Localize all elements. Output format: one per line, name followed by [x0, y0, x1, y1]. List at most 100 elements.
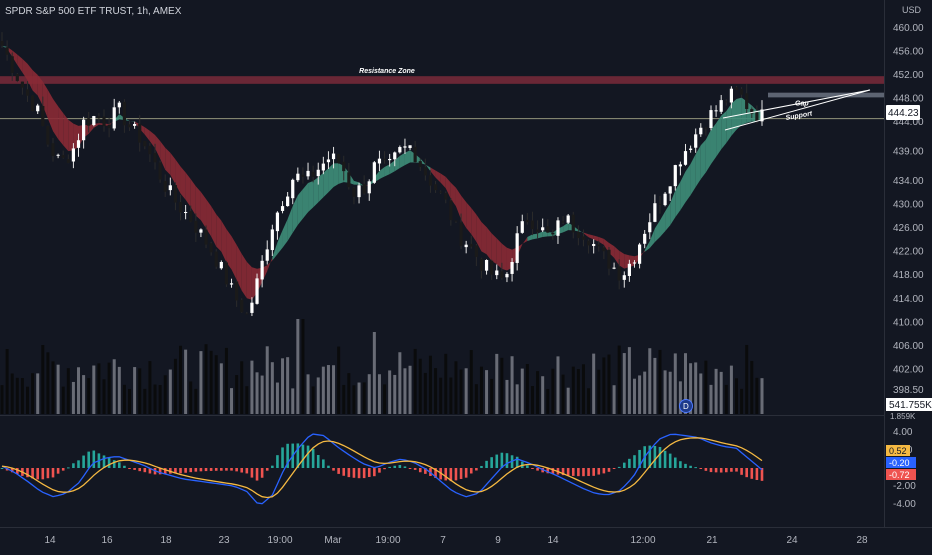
macd-histogram-bar: [500, 452, 504, 468]
ribbon-segment: [333, 163, 339, 188]
volume-bar: [291, 388, 295, 414]
macd-histogram-bar: [301, 444, 305, 468]
volume-bar: [423, 372, 427, 414]
ribbon-segment: [445, 176, 451, 199]
candle-body: [612, 267, 616, 269]
volume-value-label: 541.755K: [889, 400, 932, 411]
macd-histogram-bar: [561, 468, 565, 476]
time-tick-label: 14: [44, 535, 56, 546]
volume-bar: [673, 353, 677, 414]
ribbon-segment: [501, 243, 507, 271]
volume-bar: [306, 374, 310, 414]
candle-body: [331, 153, 336, 160]
ribbon-segment: [297, 189, 303, 225]
macd-histogram-bar: [0, 468, 4, 469]
price-axis[interactable]: 460.00 456.00 452.00 448.00 444.00 439.00 434.…: [893, 23, 924, 396]
macd-histogram-bar: [551, 468, 555, 474]
ribbon-segment: [450, 182, 456, 207]
volume-bar: [112, 359, 116, 414]
macd-histogram-bar: [724, 468, 728, 473]
candle-body: [189, 211, 193, 222]
candle-body: [724, 101, 728, 103]
ribbon-segment: [466, 202, 472, 235]
volume-bar: [602, 357, 606, 414]
candle-body: [388, 158, 392, 161]
volume-bar: [719, 371, 723, 414]
price-tick-label: 460.00: [893, 23, 924, 34]
candle-body: [97, 116, 101, 119]
price-tick-label: 402.00: [893, 364, 924, 375]
price-tick-label: 456.00: [893, 46, 924, 57]
macd-histogram-bar: [342, 468, 346, 476]
volume-bar: [235, 375, 239, 414]
volume-bar: [536, 371, 540, 414]
candle-body: [112, 107, 116, 129]
macd-histogram-bar: [296, 443, 300, 468]
candle-body: [296, 173, 300, 181]
volume-bar: [709, 384, 713, 414]
volume-bar: [403, 368, 407, 414]
candle-body: [286, 196, 290, 207]
volume-bar: [316, 377, 320, 414]
ribbon-segment: [619, 250, 625, 269]
volume-bar: [26, 386, 30, 414]
annotation-overlay: Gap Support: [722, 89, 884, 131]
candle-body: [602, 247, 606, 252]
time-tick-label: 28: [856, 535, 868, 546]
macd-histogram-bar: [689, 465, 692, 468]
ribbon-segment: [476, 214, 482, 252]
ribbon-segment: [455, 187, 462, 220]
volume-bar: [500, 357, 504, 414]
candle-body: [755, 112, 759, 122]
candle-body: [444, 193, 448, 200]
ribbon-segment: [384, 164, 390, 177]
volume-bar: [128, 388, 132, 414]
moving-average-ribbon: [2, 45, 762, 300]
symbol-title[interactable]: SPDR S&P 500 ETF TRUST, 1h, AMEX: [5, 6, 182, 17]
ribbon-segment: [185, 172, 191, 208]
macd-histogram-bar: [16, 468, 19, 475]
volume-bar: [240, 361, 244, 414]
price-tick-label: 434.00: [893, 176, 924, 187]
macd-histogram-bar: [67, 467, 70, 469]
ribbon-segment: [726, 103, 732, 144]
macd-histogram-bar: [245, 468, 249, 474]
macd-histogram-bar: [577, 468, 580, 477]
candle-body: [699, 127, 703, 135]
macd-histogram-bar: [118, 462, 121, 468]
macd-histogram-bar: [235, 468, 238, 472]
time-tick-label: 19:00: [267, 535, 292, 546]
volume-bar: [694, 362, 698, 414]
last-price-label: 444.23: [888, 108, 919, 119]
macd-histogram-bar: [709, 468, 713, 473]
ribbon-segment: [27, 63, 33, 91]
macd-histogram-bar: [77, 460, 80, 468]
macd-histogram-bar: [755, 468, 759, 481]
volume-bar: [122, 384, 126, 414]
logo-badge[interactable]: D: [679, 399, 693, 413]
macd-histogram-bar: [352, 468, 356, 478]
candle-body: [117, 102, 121, 108]
time-axis[interactable]: 14 16 18 23 19:00 Mar 19:00 7 9 14 12:00 21 24 28: [44, 535, 868, 546]
volume-bar: [0, 385, 4, 414]
time-tick-label: 24: [786, 535, 798, 546]
candle-body: [760, 109, 764, 122]
macd-histogram-bar: [92, 450, 96, 468]
volume-bar: [444, 353, 448, 414]
volume-bar: [168, 369, 172, 414]
price-candles[interactable]: [0, 32, 764, 317]
macd-pane[interactable]: [0, 433, 764, 505]
ribbon-segment: [267, 257, 273, 272]
ribbon-segment: [37, 74, 43, 106]
candle-body: [138, 123, 142, 143]
ribbon-segment: [685, 163, 691, 203]
ribbon-segment: [277, 230, 283, 255]
volume-bar: [418, 358, 422, 414]
volume-bar: [668, 371, 672, 414]
macd-histogram-bar: [265, 468, 269, 471]
ribbon-segment: [246, 261, 252, 300]
ribbon-segment: [287, 205, 293, 241]
macd-histogram-bar: [694, 467, 697, 469]
